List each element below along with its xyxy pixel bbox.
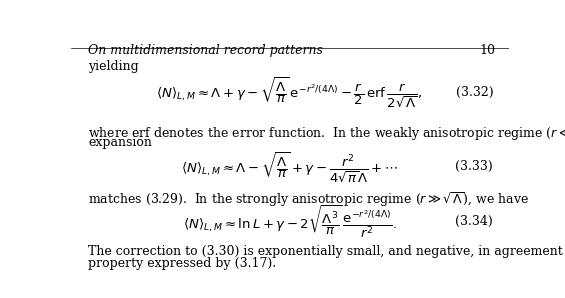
Text: property expressed by (3.17).: property expressed by (3.17). — [88, 257, 276, 269]
Text: (3.34): (3.34) — [455, 215, 493, 228]
Text: where erf denotes the error function.  In the weakly anisotropic regime ($r \ll : where erf denotes the error function. In… — [88, 124, 565, 143]
Text: (3.32): (3.32) — [455, 86, 493, 98]
Text: On multidimensional record patterns: On multidimensional record patterns — [88, 44, 323, 57]
Text: $\langle N\rangle_{L,M} \approx \ln L + \gamma - 2\sqrt{\dfrac{\Lambda^3}{\pi}}\: $\langle N\rangle_{L,M} \approx \ln L + … — [182, 203, 397, 240]
Text: matches (3.29).  In the strongly anisotropic regime ($r \gg \sqrt{\Lambda}$), we: matches (3.29). In the strongly anisotro… — [88, 191, 529, 209]
Text: 10: 10 — [479, 44, 496, 57]
Text: $\langle N\rangle_{L,M} \approx \Lambda - \sqrt{\dfrac{\Lambda}{\pi}} + \gamma -: $\langle N\rangle_{L,M} \approx \Lambda … — [181, 150, 398, 184]
Text: expansion: expansion — [88, 136, 152, 149]
Text: yielding: yielding — [88, 60, 139, 73]
Text: (3.33): (3.33) — [455, 160, 493, 173]
Text: $\langle N\rangle_{L,M} \approx \Lambda + \gamma - \sqrt{\dfrac{\Lambda}{\pi}}\,: $\langle N\rangle_{L,M} \approx \Lambda … — [157, 75, 423, 109]
Text: The correction to (3.30) is exponentially small, and negative, in agreement with: The correction to (3.30) is exponentiall… — [88, 245, 565, 258]
